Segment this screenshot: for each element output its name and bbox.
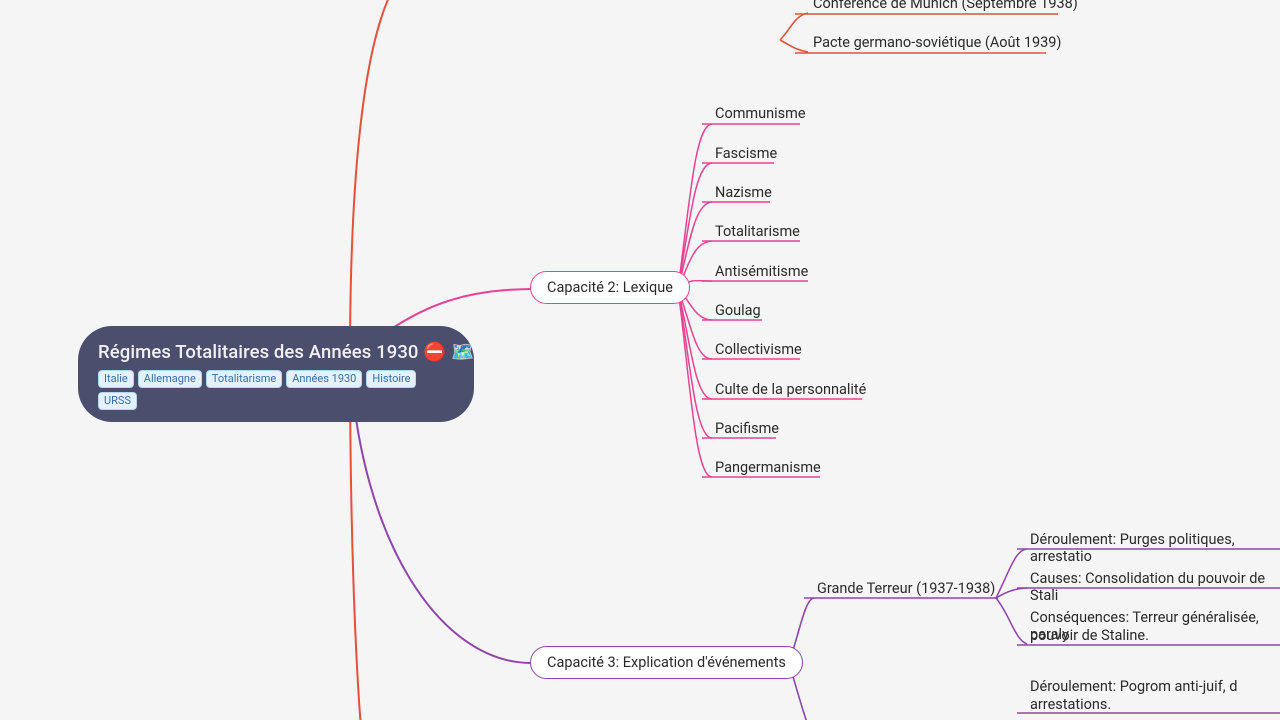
tag[interactable]: Allemagne <box>138 370 202 388</box>
leaf-gt-causes[interactable]: Causes: Consolidation du pouvoir de Stal… <box>1030 570 1280 606</box>
leaf-goulag[interactable]: Goulag <box>715 302 761 321</box>
root-node[interactable]: Régimes Totalitaires des Années 1930 ⛔ 🗺… <box>78 326 474 422</box>
leaf-fascisme[interactable]: Fascisme <box>715 145 777 164</box>
tag[interactable]: URSS <box>98 392 137 410</box>
leaf-gt-consequences-line2: pouvoir de Staline. <box>1030 627 1149 646</box>
leaf-gt-deroulement[interactable]: Déroulement: Purges politiques, arrestat… <box>1030 531 1280 567</box>
root-title: Régimes Totalitaires des Années 1930 ⛔ 🗺… <box>98 340 454 364</box>
tag[interactable]: Histoire <box>366 370 416 388</box>
leaf-pogrom-line2: arrestations. <box>1030 696 1111 715</box>
leaf-pacte-germano[interactable]: Pacte germano-soviétique (Août 1939) <box>813 34 1061 51</box>
node-capacity-3[interactable]: Capacité 3: Explication d'événements <box>530 646 803 679</box>
leaf-nazisme[interactable]: Nazisme <box>715 184 772 203</box>
tag[interactable]: Italie <box>98 370 134 388</box>
root-tags: Italie Allemagne Totalitarisme Années 19… <box>98 370 454 410</box>
leaf-culte[interactable]: Culte de la personnalité <box>715 381 866 400</box>
leaf-pacifisme[interactable]: Pacifisme <box>715 420 779 439</box>
leaf-conference-munich[interactable]: Conférence de Munich (Septembre 1938) <box>813 0 1078 12</box>
leaf-totalitarisme[interactable]: Totalitarisme <box>715 223 800 242</box>
tag[interactable]: Totalitarisme <box>206 370 282 388</box>
tag[interactable]: Années 1930 <box>286 370 362 388</box>
leaf-pangermanisme[interactable]: Pangermanisme <box>715 459 821 478</box>
leaf-pogrom-deroulement[interactable]: Déroulement: Pogrom anti-juif, d <box>1030 678 1237 697</box>
leaf-collectivisme[interactable]: Collectivisme <box>715 341 802 360</box>
leaf-communisme[interactable]: Communisme <box>715 105 806 124</box>
node-capacity-2[interactable]: Capacité 2: Lexique <box>530 271 690 304</box>
node-grande-terreur[interactable]: Grande Terreur (1937-1938) <box>817 580 995 599</box>
leaf-antisemitisme[interactable]: Antisémitisme <box>715 263 808 282</box>
